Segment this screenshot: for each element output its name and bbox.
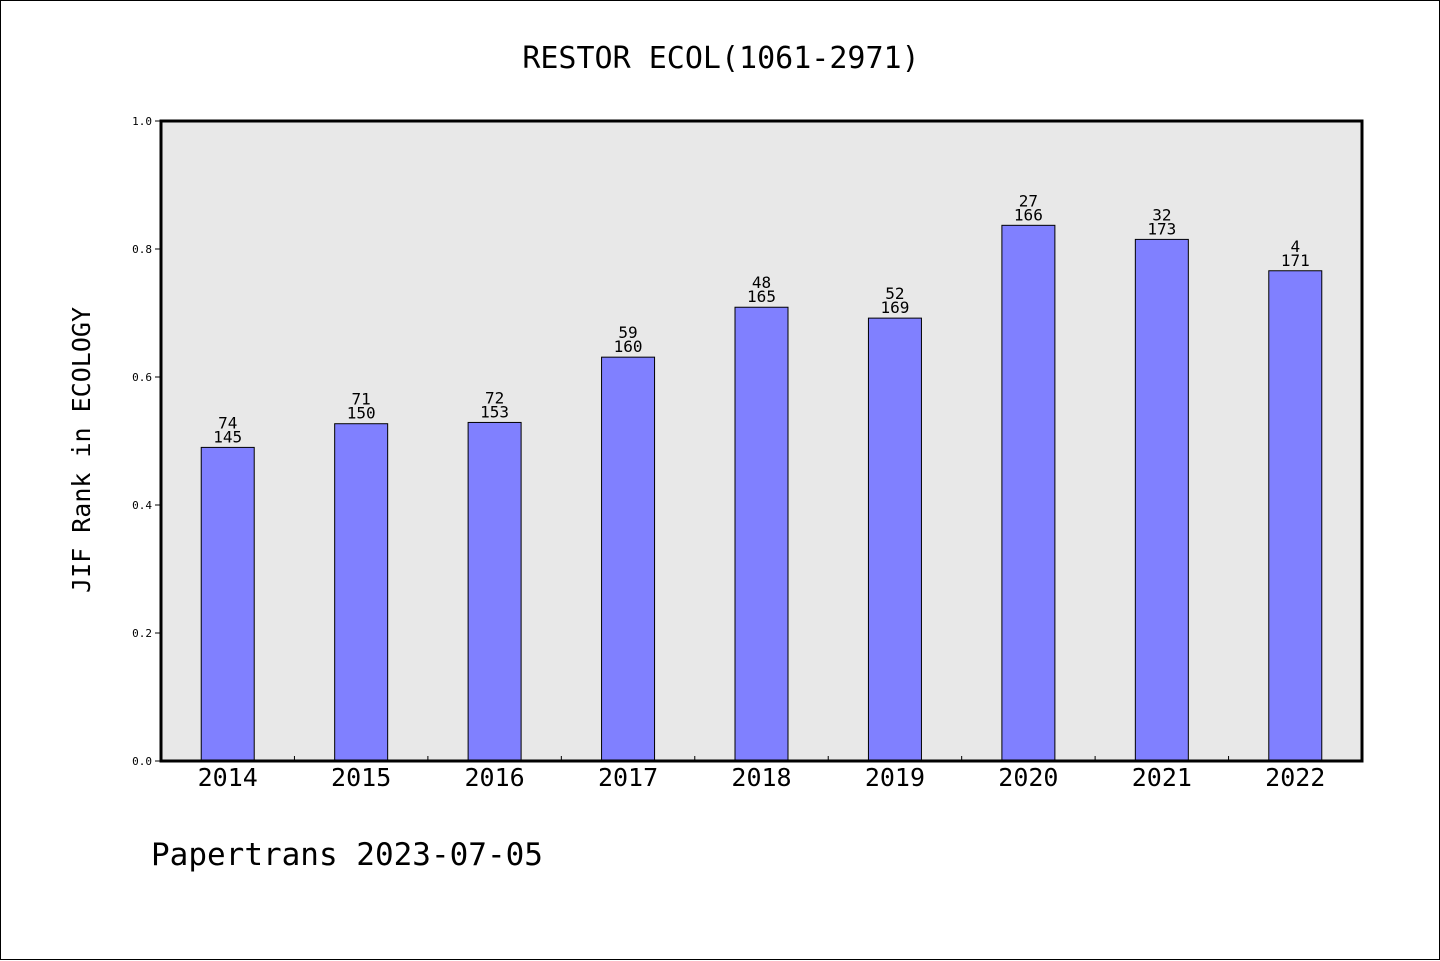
y-tick-label: 0.0 — [132, 755, 152, 768]
data-label-rank: 48 — [752, 273, 771, 292]
x-axis: 2014 2015 2016 2017 2018 2019 2020 2021 2022 — [198, 756, 1325, 792]
data-label-total: 145 — [213, 427, 242, 446]
y-tick-label: 1.0 — [132, 115, 152, 128]
data-label-rank: 4 — [1290, 237, 1300, 256]
data-label-rank: 71 — [352, 390, 371, 409]
bar — [734, 306, 789, 762]
x-tick-label: 2015 — [331, 763, 391, 792]
data-label-total: 173 — [1147, 219, 1176, 238]
data-label-rank: 74 — [218, 413, 237, 432]
data-label-rank: 27 — [1019, 191, 1038, 210]
x-tick-label: 2022 — [1265, 763, 1325, 792]
data-label-total: 165 — [747, 287, 776, 306]
y-axis: 0.0 0.2 0.4 0.6 0.8 1.0 — [132, 115, 161, 768]
x-tick-label: 2018 — [731, 763, 791, 792]
y-tick-label: 0.2 — [132, 627, 152, 640]
bar — [334, 423, 389, 762]
data-label-total: 171 — [1281, 251, 1310, 270]
data-label-total: 160 — [614, 337, 643, 356]
x-tick-label: 2021 — [1132, 763, 1192, 792]
bar — [867, 317, 922, 762]
y-tick-label: 0.8 — [132, 243, 152, 256]
y-tick-label: 0.4 — [132, 499, 152, 512]
footer-text: Papertrans 2023-07-05 — [151, 837, 543, 873]
bar — [1134, 238, 1189, 762]
data-label-total: 150 — [347, 404, 376, 423]
x-tick-label: 2014 — [198, 763, 258, 792]
x-tick-label: 2019 — [865, 763, 925, 792]
bar — [200, 446, 255, 762]
chart-title: RESTOR ECOL(1061-2971) — [522, 41, 919, 76]
y-axis-label: JIF Rank in ECOLOGY — [67, 307, 96, 593]
data-label-rank: 59 — [618, 323, 637, 342]
y-tick-label: 0.6 — [132, 371, 152, 384]
x-tick-label: 2020 — [998, 763, 1058, 792]
data-label-total: 153 — [480, 402, 509, 421]
bar — [601, 356, 656, 762]
data-label-total: 169 — [880, 298, 909, 317]
plot-border — [159, 119, 1364, 763]
bar — [1001, 224, 1056, 762]
data-label-rank: 52 — [885, 284, 904, 303]
x-tick-label: 2016 — [465, 763, 525, 792]
bar — [467, 421, 522, 762]
data-label-rank: 32 — [1152, 205, 1171, 224]
data-label-total: 166 — [1014, 205, 1043, 224]
x-tick-label: 2017 — [598, 763, 658, 792]
bar — [1268, 270, 1323, 762]
bars — [200, 224, 1323, 762]
data-label-rank: 72 — [485, 388, 504, 407]
